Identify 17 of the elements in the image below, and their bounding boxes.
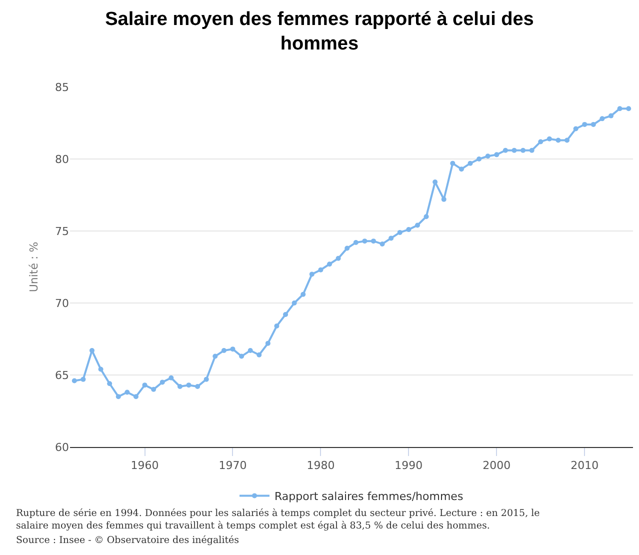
- x-tick-label: 1980: [306, 459, 335, 472]
- y-axis-title: Unité : %: [28, 242, 41, 292]
- x-tick-label: 1960: [130, 459, 159, 472]
- legend-label: Rapport salaires femmes/hommes: [274, 490, 464, 503]
- y-tick-label: 60: [55, 440, 69, 454]
- y-tick-label: 80: [55, 152, 69, 166]
- x-tick-label: 1970: [218, 459, 247, 472]
- x-tick-label: 2010: [570, 459, 599, 472]
- y-tick-label: 75: [55, 224, 69, 238]
- y-tick-label: 65: [55, 368, 69, 382]
- y-tick-label: 85: [55, 80, 69, 94]
- chart-title: Salaire moyen des femmes rapporté à celui des hommes: [105, 8, 534, 55]
- y-tick-label: 70: [55, 296, 69, 310]
- x-tick-label: 1990: [394, 459, 423, 472]
- source-note: Source : Insee - © Observatoire des inégalités: [16, 535, 240, 546]
- x-tick-label: 2000: [482, 459, 511, 472]
- text: Rupture de série en 1994. Données pour les salariés à temps complet du secteur privé. Lecture : en 2015, le salaire moyen des femmes qui travaillent à temps complet est égal à 83,5 % de celui des hommes.: [16, 508, 540, 532]
